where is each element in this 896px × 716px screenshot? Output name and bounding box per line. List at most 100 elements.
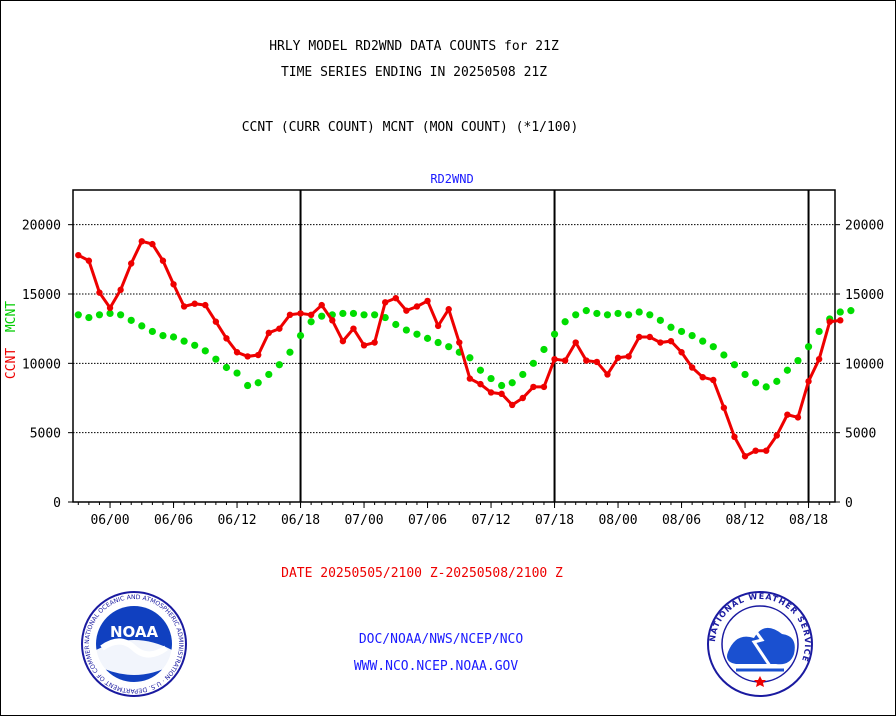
data-point-mcnt xyxy=(783,366,791,374)
data-point-mcnt xyxy=(498,381,506,390)
data-point-ccnt xyxy=(233,349,241,356)
data-point-ccnt xyxy=(286,311,294,318)
data-point-mcnt xyxy=(614,309,622,318)
data-point-ccnt xyxy=(413,303,421,310)
data-point-mcnt xyxy=(646,311,654,319)
data-point-mcnt xyxy=(339,309,347,318)
data-point-mcnt xyxy=(540,345,548,354)
data-point-ccnt xyxy=(720,404,728,411)
data-point-mcnt xyxy=(741,370,749,379)
data-point-ccnt xyxy=(434,322,442,330)
data-point-mcnt xyxy=(476,366,485,374)
footer-url[interactable]: WWW.NCO.NCEP.NOAA.GOV xyxy=(353,659,519,674)
data-point-ccnt xyxy=(212,318,220,325)
data-point-mcnt xyxy=(392,320,400,329)
x-tick-label: 08/18 xyxy=(789,513,828,528)
data-point-ccnt xyxy=(752,447,759,454)
data-point-mcnt xyxy=(656,316,664,324)
data-point-mcnt xyxy=(201,347,209,355)
data-point-mcnt xyxy=(148,327,156,336)
data-point-ccnt xyxy=(424,297,431,305)
data-point-mcnt xyxy=(381,313,389,322)
data-point-ccnt xyxy=(667,337,675,345)
y-tick-label-left: 5000 xyxy=(30,427,61,442)
data-point-mcnt xyxy=(318,312,326,320)
data-point-mcnt xyxy=(508,379,516,387)
data-point-ccnt xyxy=(551,355,558,363)
data-point-ccnt xyxy=(392,294,399,302)
x-tick-label: 08/06 xyxy=(662,513,701,528)
data-point-mcnt xyxy=(127,316,135,324)
data-point-ccnt xyxy=(456,339,463,346)
data-point-mcnt xyxy=(191,341,199,349)
noaa-logo: NOAA NATIONAL OCEANIC AND ATMOSPHERIC AD… xyxy=(80,590,187,697)
data-point-ccnt xyxy=(657,339,664,346)
data-point-ccnt xyxy=(106,304,114,312)
x-tick-label: 07/06 xyxy=(408,513,447,528)
data-point-mcnt xyxy=(815,327,823,336)
x-tick-label: 07/12 xyxy=(471,513,510,528)
data-point-ccnt xyxy=(625,353,632,360)
data-point-ccnt xyxy=(794,414,802,421)
data-point-ccnt xyxy=(763,447,770,454)
data-point-mcnt xyxy=(265,370,273,379)
data-point-mcnt xyxy=(730,361,739,369)
data-point-ccnt xyxy=(318,301,325,309)
data-point-mcnt xyxy=(752,379,760,387)
data-point-mcnt xyxy=(360,311,368,319)
data-point-ccnt xyxy=(731,433,738,441)
data-point-mcnt xyxy=(561,318,569,326)
y-tick-label-right: 10000 xyxy=(845,357,884,372)
data-point-ccnt xyxy=(382,299,389,306)
x-tick-label: 07/18 xyxy=(535,513,574,528)
x-tick-label: 06/18 xyxy=(281,513,320,528)
data-point-ccnt xyxy=(170,281,177,288)
data-point-ccnt xyxy=(572,339,579,346)
x-tick-label: 07/00 xyxy=(344,513,383,528)
data-point-ccnt xyxy=(255,351,262,359)
data-point-ccnt xyxy=(339,337,347,345)
panel-label: RD2WND xyxy=(430,172,474,186)
data-point-ccnt xyxy=(593,358,601,366)
data-point-mcnt xyxy=(709,343,717,351)
data-point-ccnt xyxy=(403,307,410,314)
data-point-ccnt xyxy=(128,260,135,267)
data-point-mcnt xyxy=(307,318,315,326)
data-point-mcnt xyxy=(413,330,421,338)
data-point-mcnt xyxy=(762,383,770,391)
data-point-mcnt xyxy=(603,311,612,319)
data-point-ccnt xyxy=(837,317,844,324)
data-point-ccnt xyxy=(96,289,103,296)
footer-org: DOC/NOAA/NWS/NCEP/NCO xyxy=(358,632,524,647)
data-point-mcnt xyxy=(667,323,675,331)
y-tick-label-left: 20000 xyxy=(22,219,61,234)
data-point-ccnt xyxy=(699,374,706,381)
data-point-ccnt xyxy=(688,364,696,371)
data-point-ccnt xyxy=(85,257,93,264)
data-point-mcnt xyxy=(519,370,527,379)
data-point-ccnt xyxy=(297,310,304,317)
data-point-ccnt xyxy=(371,339,378,346)
y-tick-label-left: 0 xyxy=(53,496,61,511)
data-point-mcnt xyxy=(85,313,93,322)
data-point-mcnt xyxy=(593,309,601,318)
data-point-mcnt xyxy=(847,307,855,315)
data-point-mcnt xyxy=(275,361,283,369)
data-point-mcnt xyxy=(445,343,453,351)
data-point-mcnt xyxy=(529,359,537,367)
data-point-mcnt xyxy=(117,311,125,319)
data-point-mcnt xyxy=(74,311,82,319)
data-point-ccnt xyxy=(159,257,167,264)
chart-subtitle: TIME SERIES ENDING IN 20250508 21Z xyxy=(280,65,548,80)
data-point-ccnt xyxy=(202,301,209,309)
data-point-ccnt xyxy=(540,383,548,391)
data-point-ccnt xyxy=(487,389,495,396)
data-point-ccnt xyxy=(223,335,230,342)
data-point-ccnt xyxy=(117,286,124,294)
data-point-mcnt xyxy=(582,307,590,315)
data-point-mcnt xyxy=(286,348,294,356)
x-tick-label: 08/12 xyxy=(725,513,764,528)
data-point-ccnt xyxy=(519,394,526,402)
chart-title: HRLY MODEL RD2WND DATA COUNTS for 21Z xyxy=(269,39,559,54)
data-point-ccnt xyxy=(583,357,590,364)
